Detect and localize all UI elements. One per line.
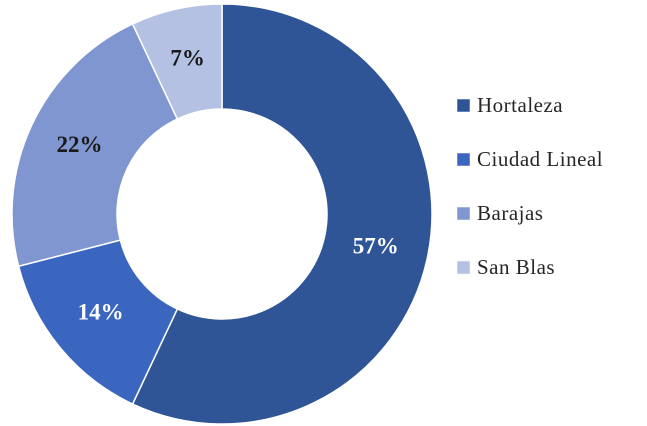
donut-slice <box>11 22 179 268</box>
data-label: 14% <box>78 300 124 325</box>
data-label: 22% <box>56 132 102 157</box>
legend-label: San Blas <box>477 255 555 279</box>
donut-slice <box>131 3 433 425</box>
donut-slice <box>17 239 179 406</box>
legend-swatch <box>456 260 471 275</box>
data-label: 57% <box>353 234 399 259</box>
legend-swatch <box>456 152 471 167</box>
data-label: 7% <box>170 46 205 71</box>
legend-label: Barajas <box>477 201 543 225</box>
donut-slice <box>131 3 223 120</box>
legend-label: Ciudad Lineal <box>477 147 603 171</box>
legend-swatch <box>456 98 471 113</box>
legend-swatch <box>456 206 471 221</box>
legend-label: Hortaleza <box>477 93 563 117</box>
